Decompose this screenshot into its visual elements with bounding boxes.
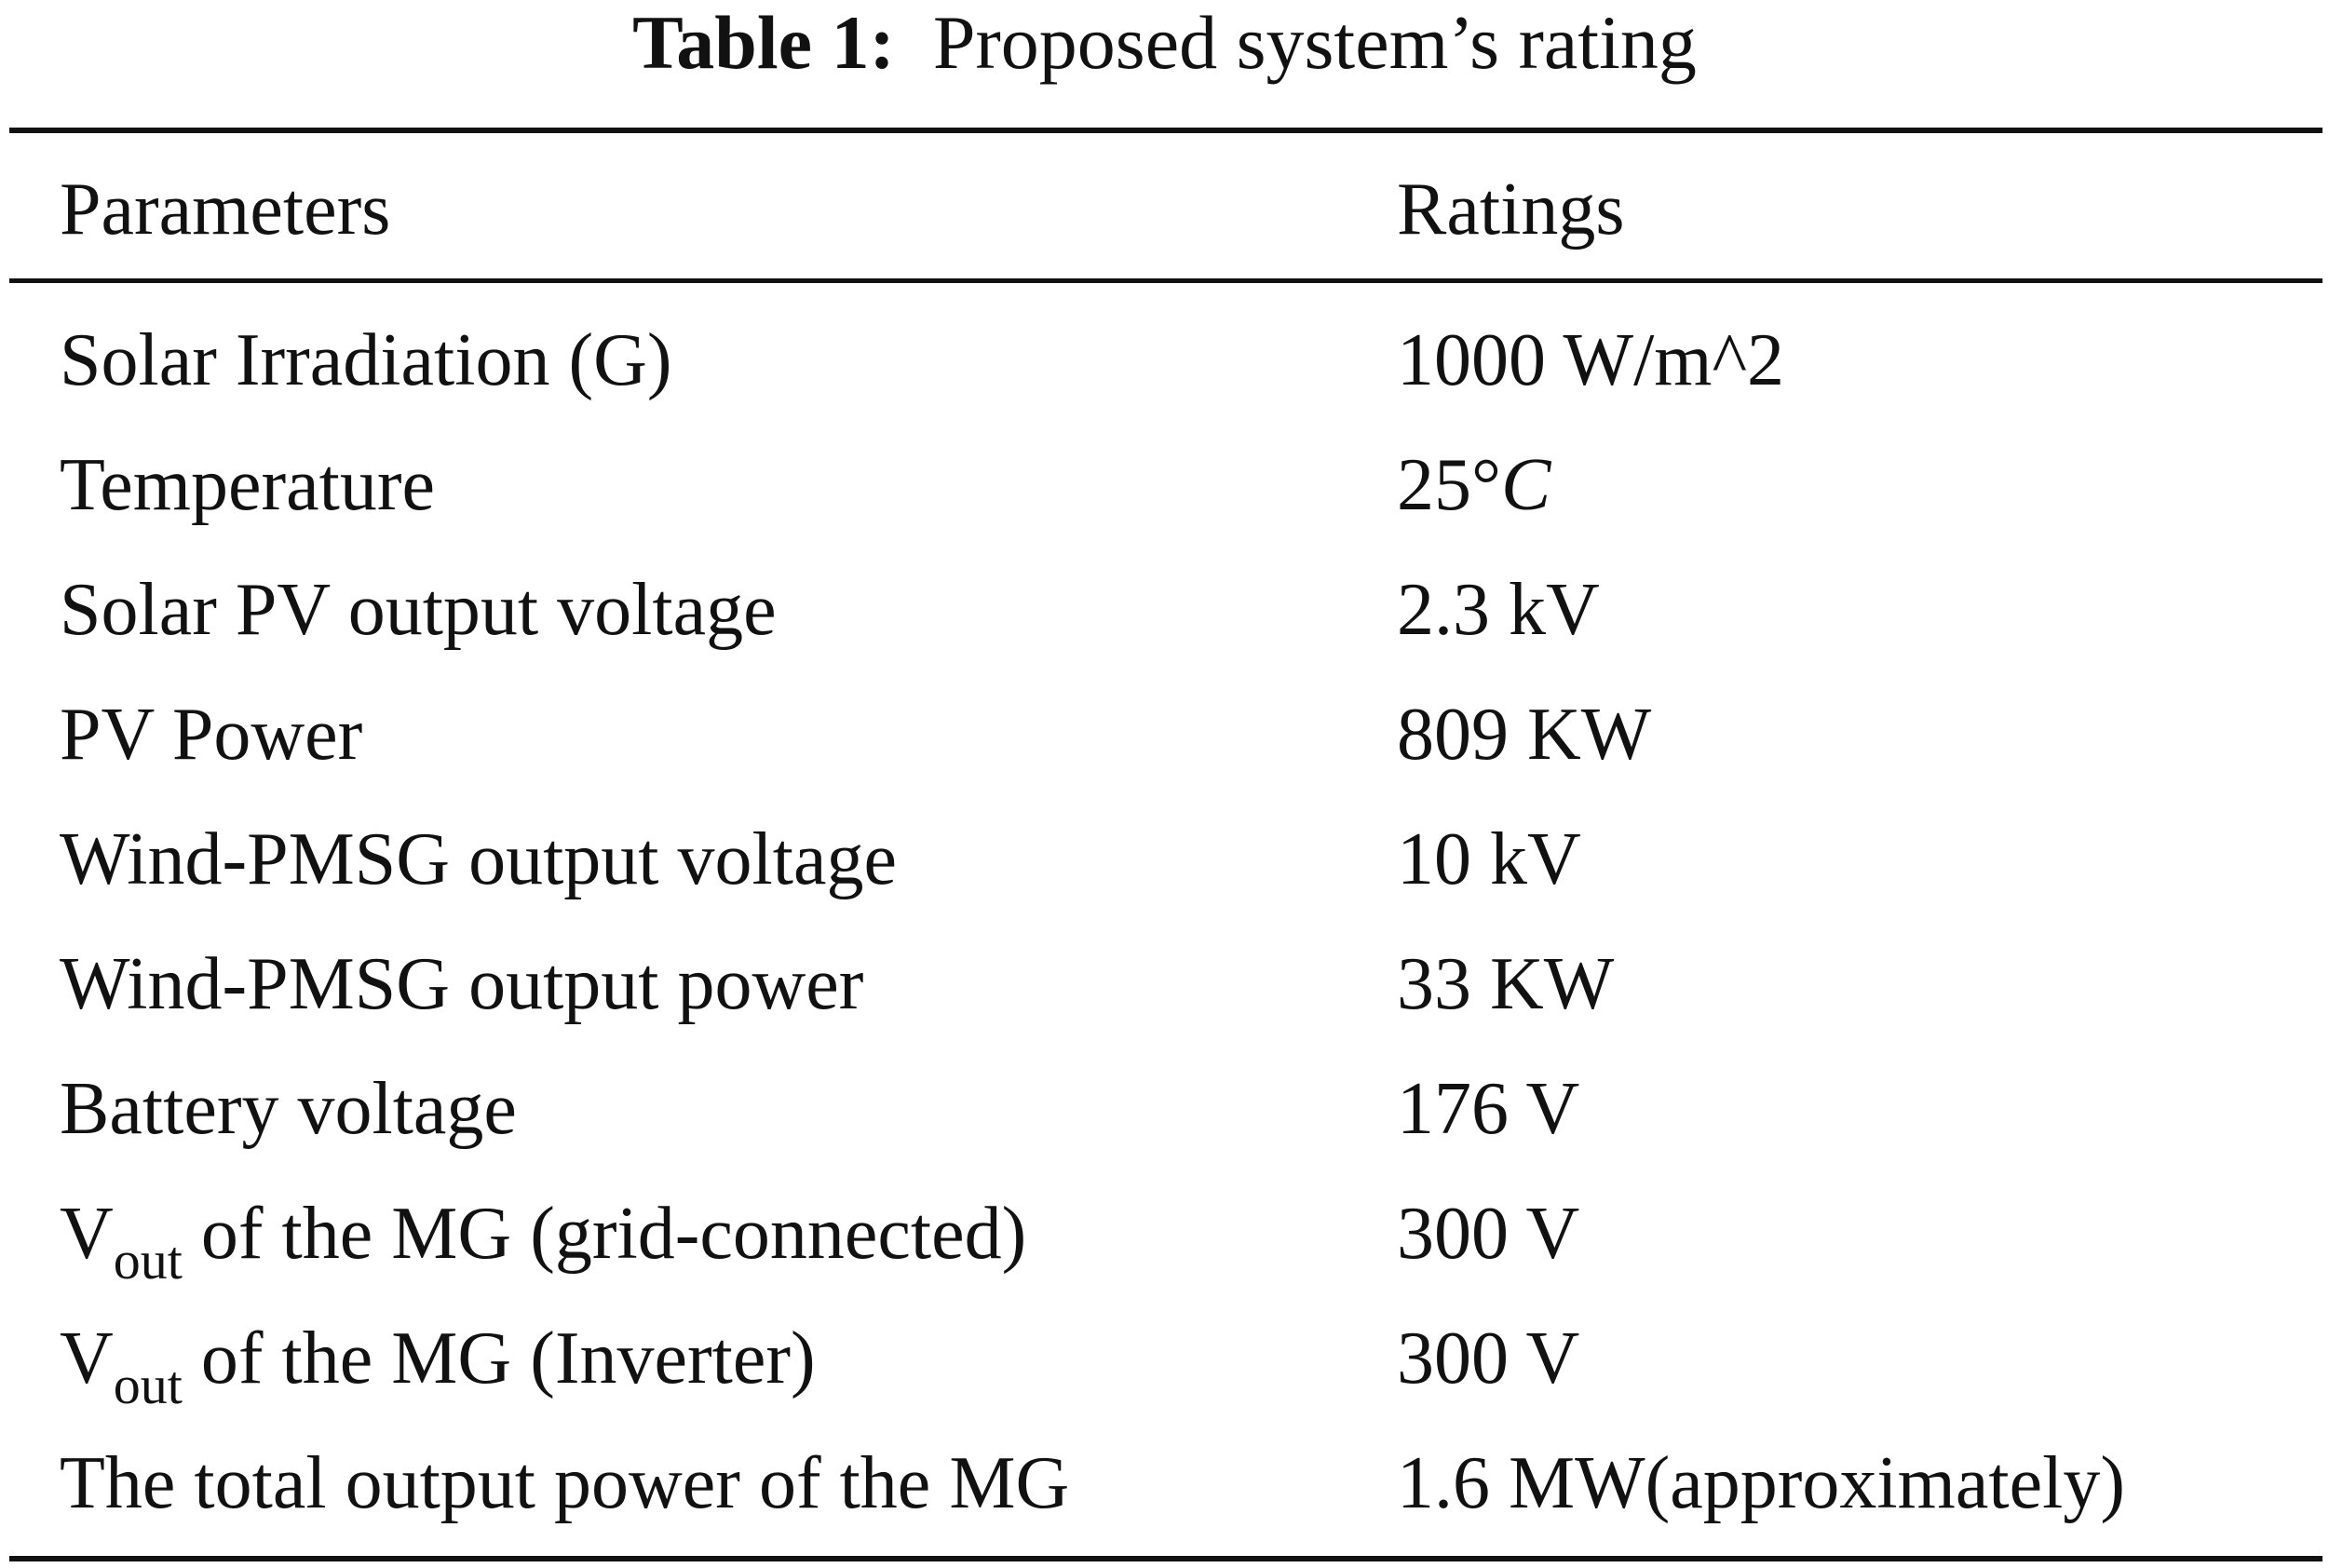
rating-unit: C	[1501, 444, 1551, 526]
rating-cell: 176 V	[1397, 1068, 1580, 1150]
table-row: PV Power 809 KW	[0, 672, 2329, 797]
table-caption-label: Table 1:	[632, 0, 895, 85]
parameter-cell: Solar Irradiation (G)	[60, 319, 672, 401]
table-row: Vout of the MG (Inverter) 300 V	[0, 1296, 2329, 1421]
header-ratings: Ratings	[1397, 169, 1625, 250]
parameter-symbol: V	[60, 1193, 114, 1275]
parameter-text: of the MG (Inverter)	[182, 1318, 816, 1399]
rating-value: 25°	[1397, 444, 1501, 526]
parameter-cell: Wind-PMSG output voltage	[60, 818, 897, 900]
table-header-rule	[9, 278, 2322, 283]
rating-cell: 1000 W/m^2	[1397, 319, 1785, 401]
table-row: Wind-PMSG output power 33 KW	[0, 922, 2329, 1047]
rating-cell: 2.3 kV	[1397, 569, 1600, 651]
table-header-row: Parameters Ratings	[0, 147, 2329, 272]
parameter-cell: PV Power	[60, 694, 363, 776]
rating-cell: 300 V	[1397, 1193, 1580, 1275]
rating-cell: 809 KW	[1397, 694, 1652, 776]
table-row: Vout of the MG (grid-connected) 300 V	[0, 1171, 2329, 1296]
table-row: Temperature 25°C	[0, 423, 2329, 547]
rating-cell: 300 V	[1397, 1318, 1580, 1399]
table-row: Solar PV output voltage 2.3 kV	[0, 547, 2329, 672]
parameter-cell: Solar PV output voltage	[60, 569, 777, 651]
parameter-symbol: V	[60, 1318, 114, 1399]
parameter-subscript: out	[113, 1355, 183, 1415]
rating-cell: 33 KW	[1397, 943, 1615, 1025]
table-bottom-rule	[9, 1556, 2322, 1561]
table-row: Solar Irradiation (G) 1000 W/m^2	[0, 298, 2329, 423]
table-caption-title: Proposed system’s rating	[932, 0, 1697, 85]
rating-cell: 10 kV	[1397, 818, 1581, 900]
header-parameters: Parameters	[60, 169, 391, 250]
table-row: The total output power of the MG 1.6 MW(…	[0, 1421, 2329, 1546]
parameter-cell: Battery voltage	[60, 1068, 517, 1150]
parameter-cell: The total output power of the MG	[60, 1442, 1070, 1524]
table-caption: Table 1: Proposed system’s rating	[0, 0, 2329, 93]
table-row: Battery voltage 176 V	[0, 1047, 2329, 1171]
rating-cell: 25°C	[1397, 423, 1550, 547]
parameter-text: of the MG (grid-connected)	[182, 1193, 1027, 1275]
parameter-cell: Temperature	[60, 444, 436, 526]
parameter-subscript: out	[113, 1230, 183, 1291]
parameter-cell: Vout of the MG (Inverter)	[60, 1296, 816, 1427]
parameter-cell: Wind-PMSG output power	[60, 943, 864, 1025]
table-top-rule	[9, 128, 2322, 133]
parameter-cell: Vout of the MG (grid-connected)	[60, 1171, 1026, 1303]
rating-cell: 1.6 MW(approximately)	[1397, 1442, 2125, 1524]
table-row: Wind-PMSG output voltage 10 kV	[0, 797, 2329, 922]
